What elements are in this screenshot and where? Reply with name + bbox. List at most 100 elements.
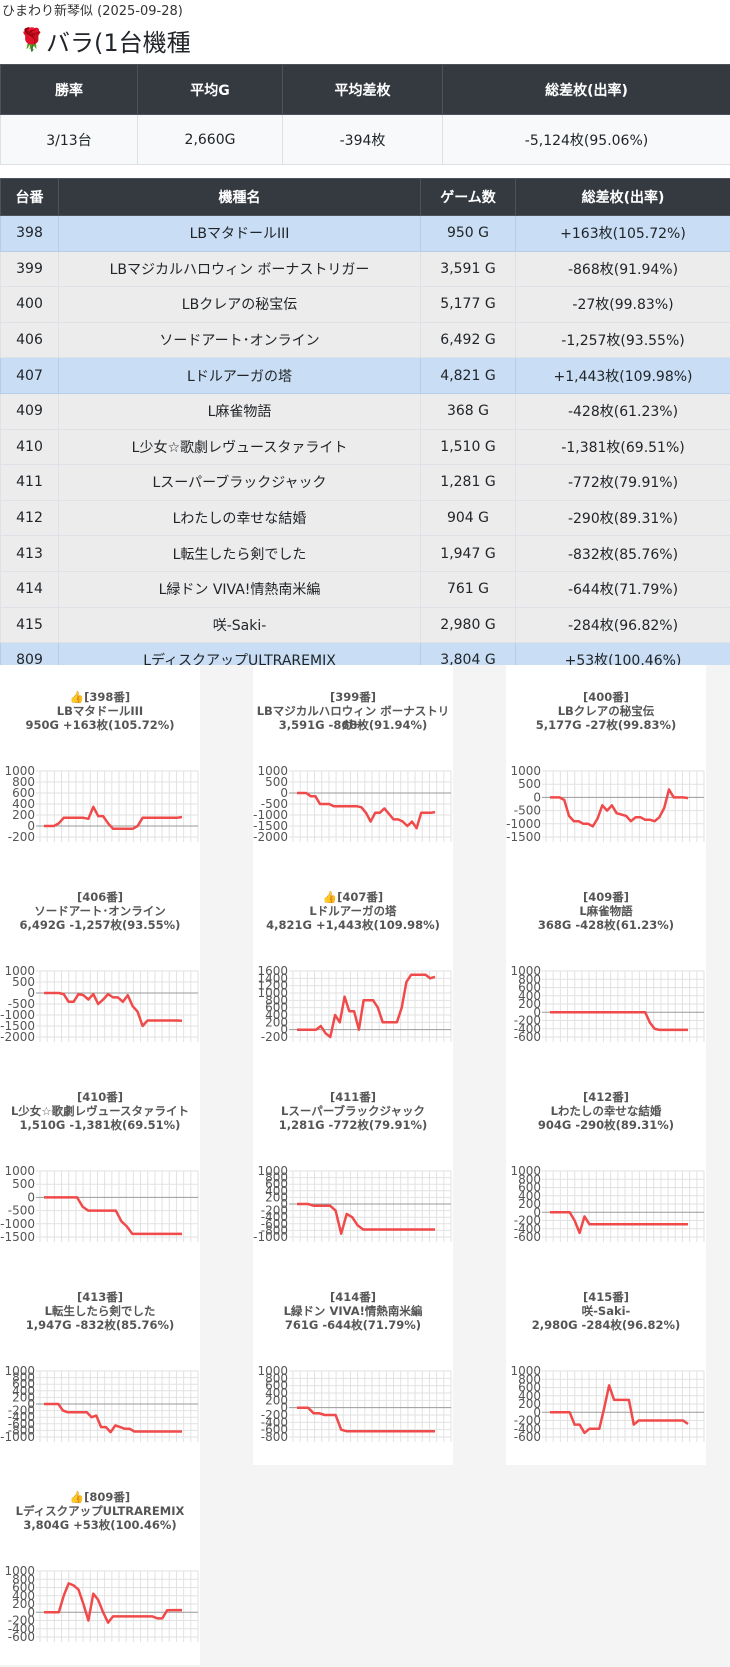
series-line [550,1211,688,1235]
y-tick-label: 1000 [257,764,288,778]
y-tick-label: 600 [12,1581,35,1595]
table-row: 410 L少女☆歌劇レヴュースタァライト 1,510 G -1,381枚(69.51%… [0,428,730,466]
y-tick-label: 1000 [510,964,541,978]
table-row: 415 咲-Saki- 2,980 G -284枚(96.82%) [0,606,730,644]
cell-diff: -1,381枚(69.51%) [515,428,730,466]
y-tick-label: -1000 [0,1008,35,1022]
summary-header: 総差枚(出率) [442,64,730,115]
series-line [297,1202,435,1235]
y-tick-label: 1000 [4,1364,35,1378]
y-tick-label: 500 [12,975,35,989]
summary-value-avg-diff: -394枚 [282,114,443,165]
chart-title-stats: 368G -428枚(61.23%) [537,918,675,932]
y-tick-label: -1000 [253,808,288,822]
cell-name: LBクレアの秘宝伝 [58,286,421,323]
chart-title-stats: 761G -644枚(71.79%) [284,1318,422,1332]
y-tick-label: -600 [8,1417,35,1431]
chart-machine-number: [399番] [329,690,377,704]
cell-name: L少女☆歌劇レヴュースタァライト [58,428,421,466]
machine-chart-card: 1000 800 600 400 200 0 -200 -400 -600 -800 [414番] L… [253,1265,453,1465]
rose-icon: 🌹 [18,27,46,53]
chart-machine-number: [809番] [84,1490,131,1504]
series-line [44,1196,182,1236]
y-tick-label: 800 [265,1371,288,1385]
y-tick-label: -200 [8,1614,35,1628]
machine-chart-card: 1000 800 600 400 200 0 -200 -400 -600 [415番] 咲-Sak… [506,1265,706,1465]
y-tick-label: 200 [518,1197,541,1211]
chart-title-stats: 2,980G -284枚(96.82%) [531,1318,681,1332]
y-tick-label: 600 [265,1001,288,1015]
table-row: 400 LBクレアの秘宝伝 5,177 G -27枚(99.83%) [0,286,730,323]
cell-no: 409 [0,392,59,430]
y-tick-label: 800 [12,1572,35,1586]
chart-machine-number: [413番] [76,1290,124,1304]
y-tick-label: 600 [518,981,541,995]
chart-title-number: [406番] [0,890,200,904]
y-tick-label: 1000 [257,1364,288,1378]
y-tick-label: 1000 [510,764,541,778]
y-tick-label: -2000 [0,1030,35,1044]
machine-chart-card: 1000 800 600 400 200 0 -200 -400 -600 -800 -1000 [4… [0,1265,200,1465]
cell-games: 4,821 G [420,357,516,394]
y-tick-label: 200 [518,997,541,1011]
y-tick-label: -1500 [506,830,541,844]
y-tick-label: 1000 [510,1364,541,1378]
series-line [550,1011,688,1032]
y-tick-label: 0 [280,786,288,800]
y-tick-label: 600 [12,1377,35,1391]
cell-games: 2,980 G [420,606,516,644]
chart-title-number: 👍[809番] [0,1490,200,1504]
y-tick-label: 400 [518,1189,541,1203]
y-tick-label: 0 [27,819,35,833]
y-tick-label: -200 [514,1214,541,1228]
y-tick-label: -200 [261,1204,288,1218]
chart-machine-number: [410番] [76,1090,124,1104]
y-tick-label: 1600 [257,964,288,978]
y-tick-label: 0 [27,1190,35,1204]
machine-chart-card: 1000 500 0 -500 -1000 -1500 [400番] LBクレアの秘宝伝 5,1… [506,665,706,865]
series-line [44,1402,182,1434]
y-tick-label: -400 [8,1622,35,1636]
cell-diff: -772枚(79.91%) [515,464,730,501]
chart-title-stats: 5,177G -27枚(99.83%) [535,718,677,732]
chart-title-stats: 3,804G +53枚(100.46%) [23,1518,177,1532]
y-tick-label: 0 [27,986,35,1000]
y-tick-label: -1000 [253,1230,288,1244]
cell-diff: -284枚(96.82%) [515,606,730,644]
y-tick-label: 1000 [4,1164,35,1178]
cell-no: 410 [0,428,59,466]
y-tick-label: 600 [12,786,35,800]
y-tick-label: -500 [8,997,35,1011]
cell-no: 407 [0,357,59,394]
y-tick-label: -800 [261,1430,288,1444]
y-tick-label: 800 [518,1372,541,1386]
y-tick-label: 600 [265,1379,288,1393]
chart-title-name: L転生したら剣でした [44,1304,156,1318]
cell-games: 5,177 G [420,286,516,323]
y-tick-label: -600 [8,1630,35,1644]
machine-chart-card: 1000 500 0 -500 -1000 -1500 -2000 [406番] ソードアート･… [0,865,200,1065]
y-tick-label: 400 [12,1589,35,1603]
cell-name: ソードアート･オンライン [58,321,421,359]
chart-title-stats: 3,591G -868枚(91.94%) [278,718,428,732]
chart-title-stats: 904G -290枚(89.31%) [537,1118,675,1132]
summary-header: 平均差枚 [282,64,443,115]
y-tick-label: 0 [280,1023,288,1037]
cell-diff: +163枚(105.72%) [515,215,730,252]
thumbs-up-icon: 👍 [322,890,338,904]
y-tick-label: 400 [12,797,35,811]
cell-name: Lドルアーガの塔 [58,357,421,394]
machine-chart-card: 1000 800 600 400 200 0 -200 -400 -600 -800 -1000 [4… [253,1065,453,1265]
y-tick-label: 800 [518,972,541,986]
y-tick-label: 400 [265,1184,288,1198]
y-tick-label: 800 [265,993,288,1007]
cell-games: 1,281 G [420,464,516,501]
y-tick-label: 800 [12,1371,35,1385]
y-tick-label: 800 [12,775,35,789]
y-tick-label: 200 [12,1390,35,1404]
